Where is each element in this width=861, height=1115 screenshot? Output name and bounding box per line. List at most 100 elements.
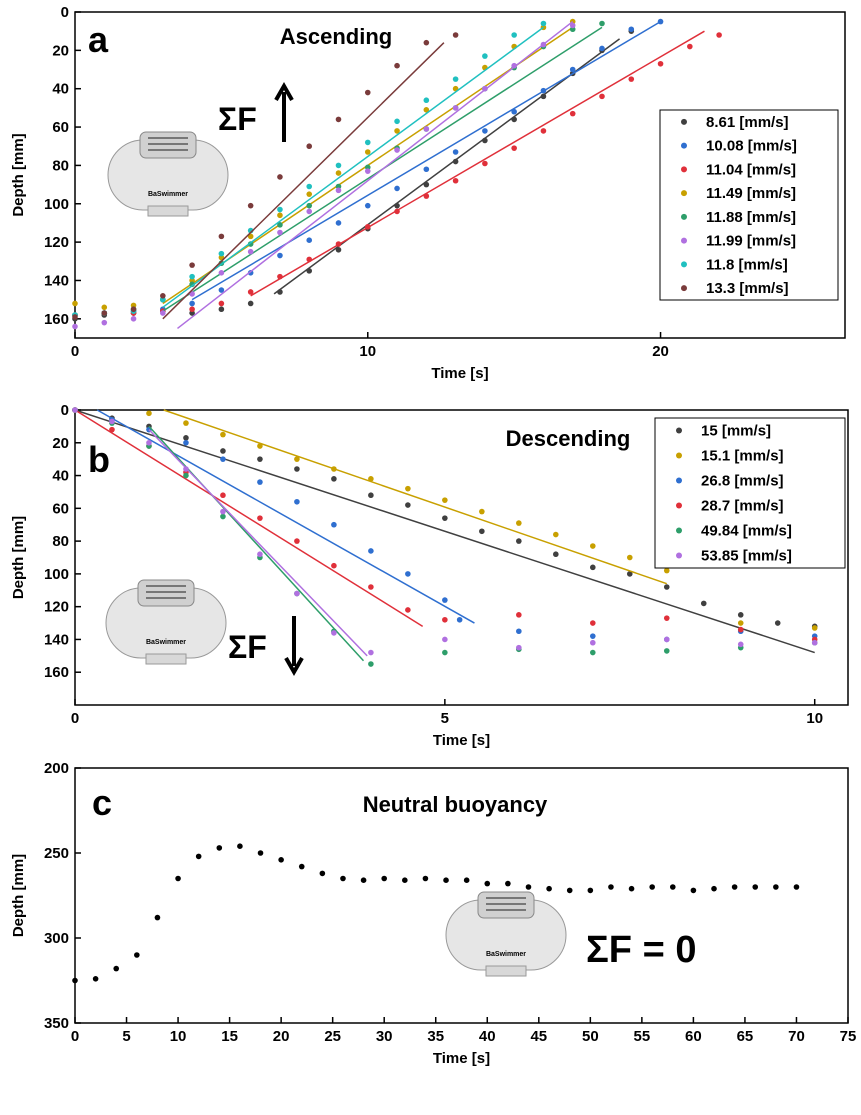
- data-point: [482, 53, 488, 59]
- series: [72, 843, 800, 984]
- data-point: [113, 965, 120, 972]
- x-tick-label: 0: [71, 343, 79, 360]
- legend-label: 15 [mm/s]: [701, 423, 771, 440]
- data-point: [130, 306, 137, 313]
- data-point: [540, 20, 547, 27]
- data-point: [711, 885, 717, 892]
- fit-line: [96, 409, 475, 624]
- x-axis-label: Time [s]: [431, 365, 488, 382]
- x-tick-label: 55: [634, 1028, 651, 1045]
- data-point: [160, 296, 166, 303]
- data-point: [294, 466, 300, 472]
- data-point: [220, 431, 226, 438]
- y-axis-label: Depth [mm]: [10, 854, 27, 937]
- fit-line: [162, 26, 544, 308]
- force-arrow: [274, 81, 294, 142]
- legend-marker: [681, 190, 687, 197]
- x-tick-label: 20: [273, 1028, 290, 1045]
- data-point: [257, 515, 263, 521]
- data-point: [569, 22, 576, 29]
- data-point: [220, 456, 226, 462]
- x-tick-label: 40: [479, 1028, 496, 1045]
- data-point: [442, 616, 448, 623]
- y-tick-label: 60: [52, 500, 69, 517]
- data-point: [331, 521, 337, 528]
- device-label: BaSwimmer: [148, 191, 188, 198]
- y-tick-label: 350: [44, 1015, 69, 1032]
- data-point: [101, 319, 108, 326]
- x-tick-label: 30: [376, 1028, 393, 1045]
- y-tick-label: 0: [61, 402, 69, 419]
- panel-title: Descending: [506, 426, 631, 451]
- data-point: [442, 515, 448, 521]
- fit-line: [148, 425, 365, 662]
- data-point: [335, 116, 342, 123]
- data-point: [360, 877, 367, 883]
- data-point: [442, 497, 448, 503]
- y-axis-label: Depth [mm]: [10, 133, 27, 216]
- data-point: [306, 208, 313, 215]
- legend-marker: [676, 477, 682, 484]
- force-label: ΣF: [218, 101, 257, 137]
- data-point: [306, 183, 313, 190]
- data-point: [247, 233, 254, 240]
- data-point: [109, 426, 115, 433]
- force-arrow: [284, 616, 304, 677]
- data-point: [257, 456, 263, 462]
- y-tick-label: 40: [52, 81, 69, 98]
- data-point: [553, 551, 559, 558]
- x-tick-label: 0: [71, 1028, 79, 1045]
- series: [72, 32, 459, 320]
- data-point: [368, 476, 374, 482]
- y-tick-label: 80: [52, 157, 69, 174]
- data-point: [540, 128, 547, 134]
- data-point: [130, 302, 137, 309]
- data-point: [189, 277, 195, 284]
- data-point: [364, 202, 371, 209]
- y-tick-label: 250: [44, 845, 69, 862]
- data-point: [189, 281, 195, 288]
- data-point: [298, 863, 305, 870]
- data-point: [589, 649, 596, 656]
- data-point: [220, 513, 226, 520]
- data-point: [511, 108, 517, 115]
- data-point: [589, 633, 596, 639]
- data-point: [394, 147, 400, 153]
- data-point: [442, 649, 448, 656]
- data-point: [364, 164, 371, 171]
- data-point: [516, 628, 522, 635]
- data-point: [247, 202, 254, 209]
- legend-box: [659, 109, 839, 301]
- force-label: ΣF = 0: [586, 929, 696, 971]
- data-point: [394, 185, 400, 192]
- data-point: [774, 620, 781, 626]
- y-tick-label: 60: [52, 119, 69, 136]
- data-point: [484, 880, 491, 887]
- legend-marker: [681, 166, 687, 173]
- legend-label: 11.8 [mm/s]: [706, 256, 788, 273]
- data-point: [811, 639, 818, 646]
- data-point: [368, 584, 374, 590]
- data-point: [277, 206, 283, 213]
- data-point: [589, 564, 596, 571]
- x-tick-label: 25: [324, 1028, 341, 1045]
- data-point: [663, 584, 670, 590]
- fit-line: [148, 429, 368, 657]
- x-axis-label: Time [s]: [433, 1050, 490, 1067]
- data-point: [394, 128, 400, 134]
- data-point: [183, 439, 189, 446]
- data-point: [525, 884, 532, 890]
- panel-label: a: [88, 19, 109, 60]
- legend-label: 13.3 [mm/s]: [706, 280, 789, 297]
- x-tick-label: 10: [806, 710, 823, 727]
- data-point: [423, 97, 430, 104]
- data-point: [175, 875, 181, 882]
- y-tick-label: 100: [44, 196, 69, 213]
- data-point: [364, 149, 371, 155]
- x-tick-label: 65: [737, 1028, 754, 1045]
- data-point: [516, 538, 522, 544]
- fit-line: [177, 20, 574, 330]
- data-point: [257, 479, 263, 485]
- legend-label: 53.85 [mm/s]: [701, 548, 792, 565]
- data-point: [364, 168, 371, 174]
